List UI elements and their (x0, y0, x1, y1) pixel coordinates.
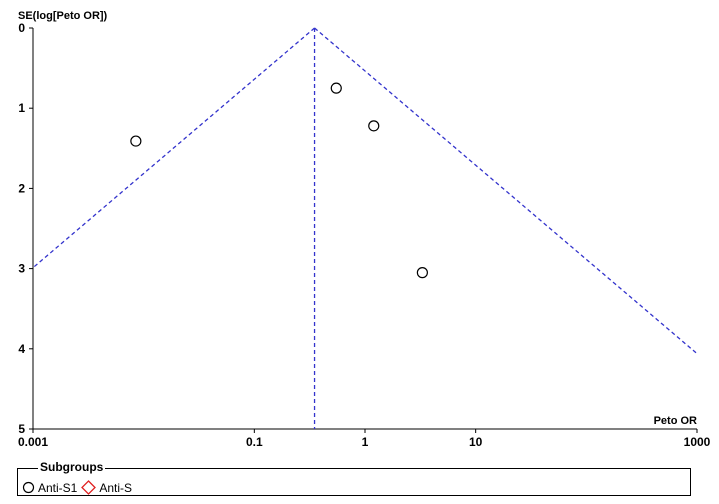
x-tick-label: 1000 (684, 435, 711, 449)
x-axis-title: Peto OR (654, 415, 697, 427)
data-point (330, 82, 342, 94)
x-tick-label: 0.001 (18, 435, 48, 449)
circle-icon (22, 481, 35, 494)
data-points (130, 82, 428, 279)
data-point (368, 120, 380, 132)
y-tick-label: 2 (18, 181, 25, 195)
y-tick-label: 3 (18, 262, 25, 276)
x-tick-label: 0.1 (246, 435, 263, 449)
y-tick-label: 0 (18, 21, 25, 35)
y-tick-label: 4 (18, 342, 25, 356)
funnel-left-line (32, 27, 315, 269)
x-tick-label: 10 (469, 435, 483, 449)
y-axis-title: SE(log[Peto OR]) (18, 10, 108, 22)
legend-title: Subgroups (38, 460, 106, 474)
diamond-icon (81, 480, 97, 495)
axes (29, 27, 698, 433)
legend-items: Anti-S1 Anti-S (22, 480, 136, 495)
x-tick-label: 1 (362, 435, 369, 449)
legend-item-anti-s: Anti-S (81, 480, 132, 495)
tick-labels: 0 1 2 3 4 50.001 0.1 1 10 1000 (18, 21, 711, 449)
legend-label: Anti-S (99, 480, 133, 495)
legend-label: Anti-S1 (38, 480, 78, 495)
legend-item-anti-s1: Anti-S1 (22, 481, 77, 495)
data-point (130, 135, 142, 147)
y-tick-label: 1 (18, 101, 25, 115)
y-tick-label: 5 (18, 422, 25, 436)
data-point (416, 267, 428, 279)
legend-box (17, 468, 691, 496)
funnel-right-line (314, 27, 698, 355)
funnel-lines (32, 27, 698, 429)
